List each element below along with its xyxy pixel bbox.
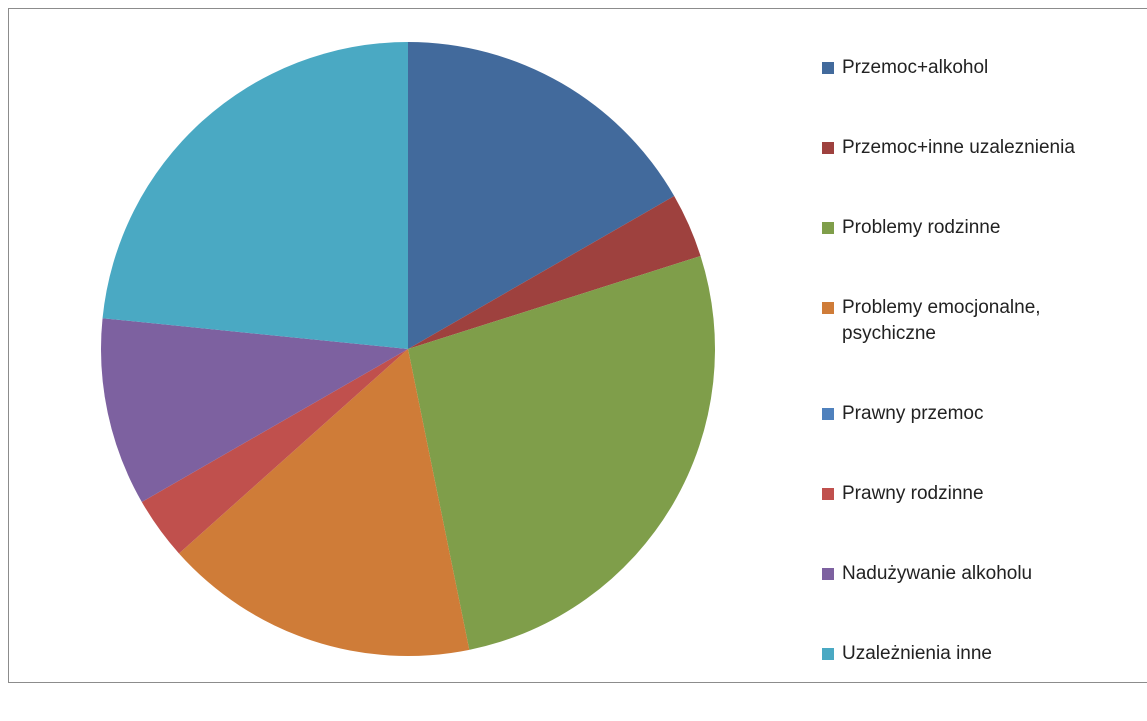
legend-swatch (822, 142, 834, 154)
legend-label: Nadużywanie alkoholu (842, 563, 1033, 584)
legend-label: Przemoc+inne uzaleznienia (842, 137, 1075, 158)
legend-swatch (822, 302, 834, 314)
pie-slice (178, 349, 470, 656)
legend-item: Przemoc+inne uzaleznienia (822, 135, 1134, 161)
legend-swatch (822, 568, 834, 580)
legend-item: Nadużywanie alkoholu (822, 561, 1134, 587)
legend-swatch (822, 408, 834, 420)
legend-item: Problemy emocjonalne, psychiczne (822, 295, 1134, 347)
legend-label: Prawny przemoc (842, 403, 984, 424)
legend-item: Przemoc+alkohol (822, 55, 1134, 81)
legend: Przemoc+alkohol Przemoc+inne uzaleznienia… (822, 55, 1134, 721)
legend-label: Uzależnienia inne (842, 643, 992, 664)
legend-label: Problemy emocjonalne, psychiczne (842, 297, 1041, 344)
pie-slice (141, 349, 408, 554)
legend-label: Przemoc+alkohol (842, 57, 989, 78)
legend-swatch (822, 648, 834, 660)
legend-item: Prawny przemoc (822, 401, 1134, 427)
pie-slice (178, 349, 408, 554)
pie-slice (408, 255, 715, 650)
legend-swatch (822, 62, 834, 74)
legend-item: Prawny rodzinne (822, 481, 1134, 507)
page: Przemoc+alkohol Przemoc+inne uzaleznienia… (8, 8, 1147, 683)
legend-item: Problemy rodzinne (822, 215, 1134, 241)
legend-swatch (822, 488, 834, 500)
legend-swatch (822, 222, 834, 234)
pie-slice (102, 42, 408, 349)
legend-label: Prawny rodzinne (842, 483, 984, 504)
pie-slice (101, 318, 408, 502)
pie-chart (101, 42, 715, 656)
pie-slice (408, 42, 675, 349)
legend-label: Problemy rodzinne (842, 217, 1001, 238)
legend-item: Uzależnienia inne (822, 641, 1134, 667)
pie-slice (408, 196, 701, 349)
